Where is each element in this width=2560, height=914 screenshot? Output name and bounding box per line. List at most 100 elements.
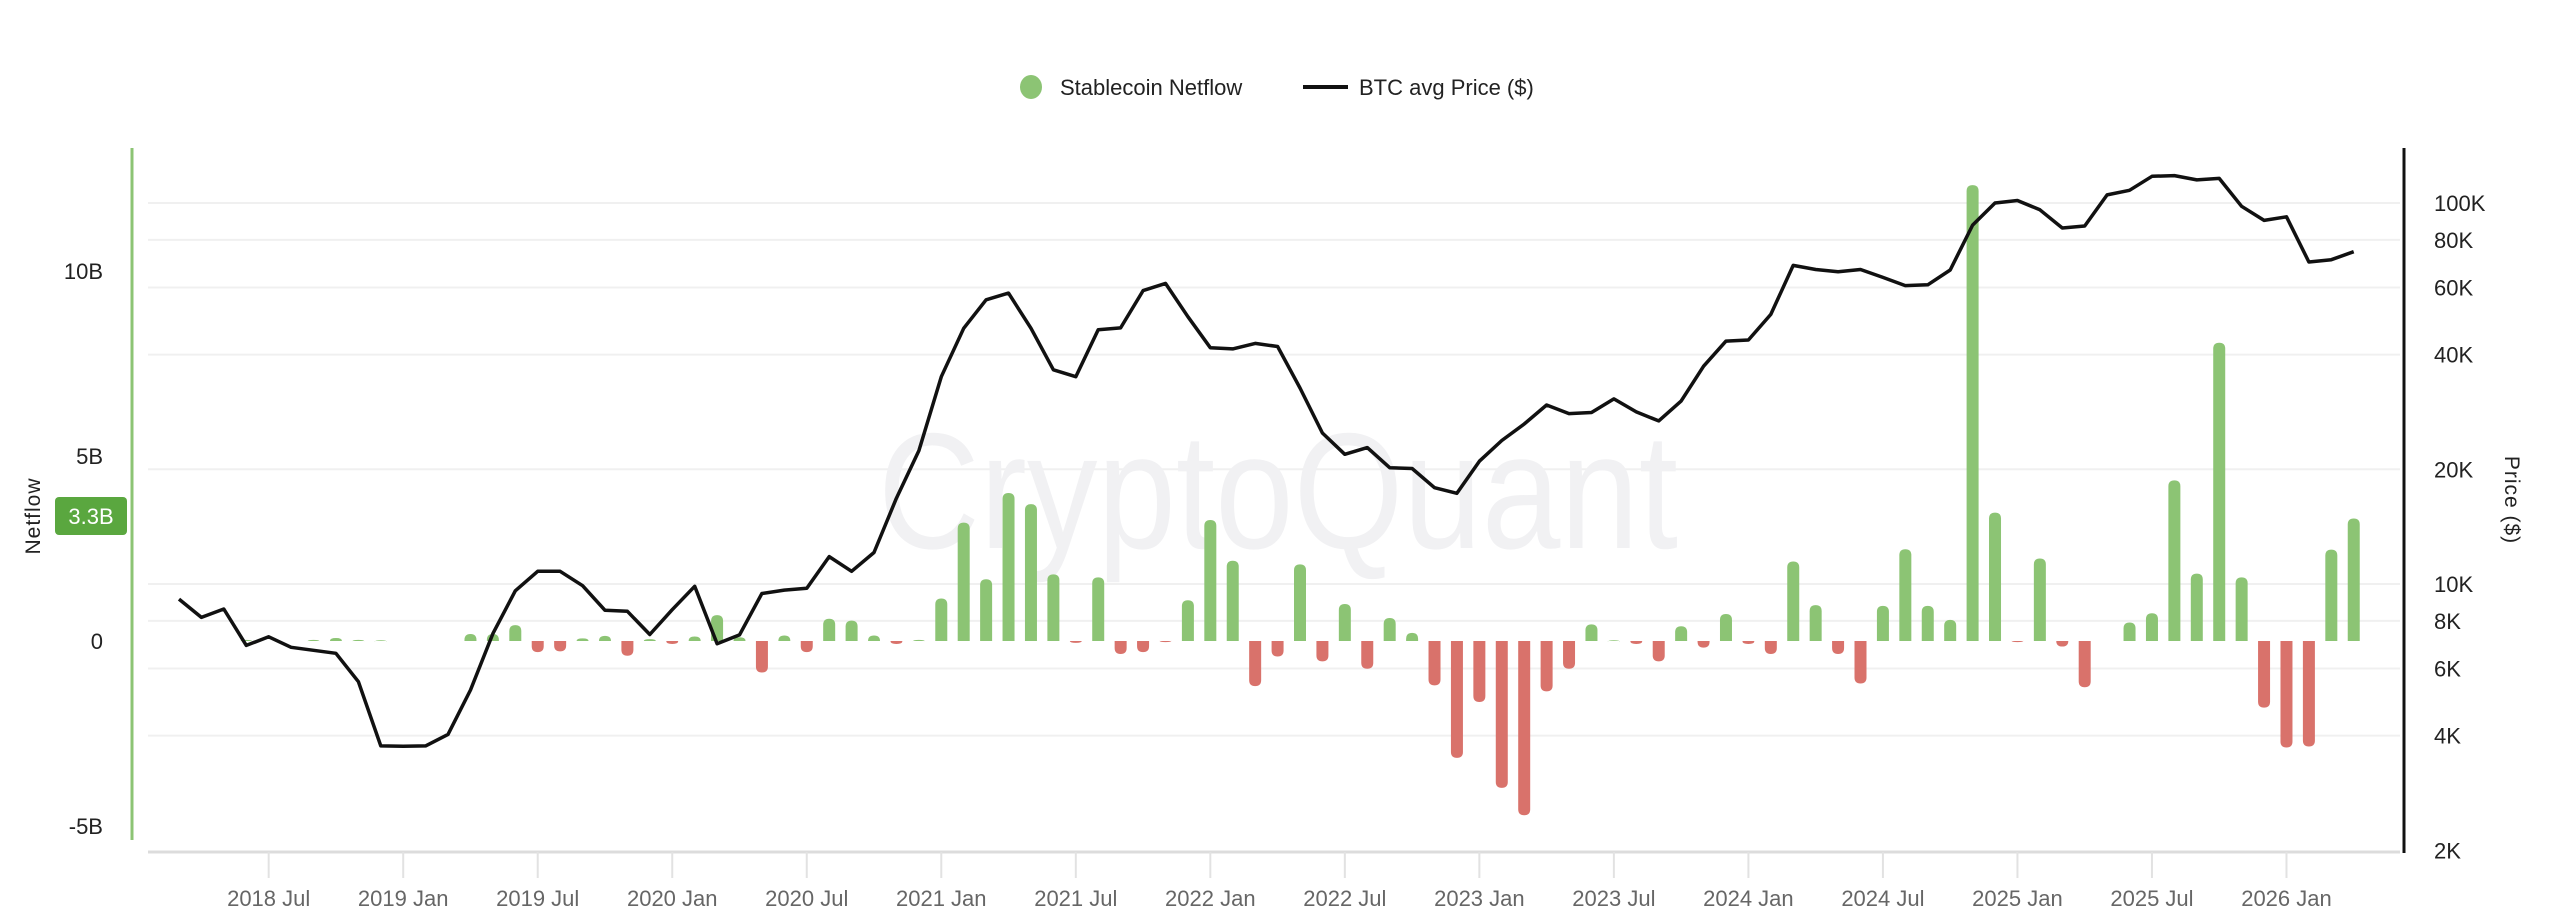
right-tick-label: 60K (2434, 276, 2473, 301)
netflow-bar[interactable] (329, 638, 342, 641)
netflow-bar[interactable] (1854, 641, 1867, 684)
netflow-bar[interactable] (1809, 605, 1822, 641)
netflow-bar[interactable] (307, 639, 320, 642)
netflow-bar[interactable] (1944, 619, 1957, 641)
right-tick-label: 4K (2434, 724, 2461, 749)
netflow-bar[interactable] (2235, 577, 2248, 641)
netflow-bar[interactable] (890, 641, 903, 644)
netflow-bar[interactable] (374, 640, 387, 642)
netflow-bar[interactable] (1630, 641, 1643, 644)
netflow-bar[interactable] (1024, 504, 1037, 641)
netflow-bar[interactable] (1473, 641, 1486, 703)
netflow-bar[interactable] (1719, 613, 1732, 641)
netflow-bar[interactable] (1742, 641, 1755, 644)
netflow-bar[interactable] (1294, 564, 1306, 641)
netflow-bar[interactable] (755, 641, 768, 673)
netflow-bar[interactable] (1361, 641, 1374, 669)
netflow-bar[interactable] (643, 639, 656, 641)
netflow-bar[interactable] (2033, 558, 2046, 641)
netflow-bar[interactable] (554, 641, 567, 652)
netflow-bar[interactable] (1966, 185, 1979, 641)
netflow-bar[interactable] (1518, 641, 1531, 816)
netflow-bar[interactable] (1450, 641, 1463, 758)
netflow-bar[interactable] (1495, 641, 1508, 788)
netflow-bar[interactable] (2078, 641, 2091, 688)
netflow-bar[interactable] (598, 635, 611, 641)
netflow-bar[interactable] (1271, 641, 1284, 657)
netflow-bar[interactable] (1181, 600, 1194, 641)
netflow-bar[interactable] (1832, 641, 1845, 654)
netflow-bar[interactable] (1563, 641, 1576, 669)
netflow-bar[interactable] (2325, 549, 2338, 641)
netflow-bar[interactable] (2123, 622, 2136, 642)
last-value-badge-text: 3.3B (68, 504, 113, 529)
netflow-bar[interactable] (845, 620, 858, 641)
netflow-bar[interactable] (1764, 641, 1777, 654)
x-tick-label: 2022 Jul (1303, 886, 1386, 911)
netflow-bar[interactable] (1383, 618, 1396, 641)
netflow-bar[interactable] (1137, 641, 1150, 653)
netflow-bar[interactable] (1876, 605, 1889, 641)
netflow-bar[interactable] (688, 636, 701, 641)
netflow-bar[interactable] (1989, 512, 2002, 641)
netflow-bar[interactable] (1675, 626, 1688, 641)
netflow-bar[interactable] (980, 579, 993, 641)
netflow-bar[interactable] (733, 637, 746, 641)
netflow-bars (240, 185, 2360, 816)
netflow-bar[interactable] (2056, 641, 2069, 647)
netflow-bar[interactable] (800, 641, 813, 653)
netflow-bar[interactable] (2258, 641, 2271, 708)
netflow-bar[interactable] (2213, 342, 2226, 641)
netflow-bar[interactable] (935, 598, 948, 641)
netflow-bar[interactable] (1002, 493, 1015, 641)
netflow-bar[interactable] (464, 633, 477, 641)
netflow-bar[interactable] (1787, 561, 1800, 641)
right-axis: 2K 4K 6K 8K 10K 20K 40K 60K 80K 100K (2402, 148, 2486, 863)
netflow-bar[interactable] (1697, 641, 1710, 648)
netflow-bar[interactable] (2168, 480, 2181, 641)
netflow-bar[interactable] (2145, 613, 2158, 641)
netflow-bar[interactable] (1204, 520, 1217, 641)
right-tick-label: 8K (2434, 609, 2461, 634)
netflow-bar[interactable] (1652, 641, 1665, 662)
x-tick-label: 2020 Jul (765, 886, 848, 911)
netflow-bar[interactable] (1921, 605, 1934, 641)
x-tick-label: 2023 Jan (1434, 886, 1525, 911)
netflow-bar[interactable] (2190, 573, 2203, 641)
netflow-bar[interactable] (1406, 632, 1419, 641)
netflow-bar[interactable] (823, 618, 836, 641)
netflow-bar[interactable] (666, 641, 679, 644)
netflow-bar[interactable] (1047, 574, 1060, 641)
netflow-bar[interactable] (1114, 641, 1127, 654)
left-tick-label: 5B (76, 444, 103, 469)
netflow-bar[interactable] (509, 625, 522, 641)
netflow-bar[interactable] (1428, 641, 1441, 686)
netflow-bar[interactable] (1540, 641, 1553, 692)
netflow-bar[interactable] (1069, 641, 1082, 643)
netflow-bar[interactable] (576, 638, 589, 641)
netflow-bar[interactable] (1316, 641, 1329, 662)
netflow-bar[interactable] (2347, 518, 2360, 641)
legend-item-price[interactable]: BTC avg Price ($) (1303, 75, 1534, 100)
netflow-bar[interactable] (1159, 640, 1172, 643)
netflow-bar[interactable] (2280, 641, 2293, 748)
netflow-bar[interactable] (957, 522, 970, 641)
netflow-bar[interactable] (352, 639, 365, 642)
netflow-bar[interactable] (1249, 641, 1262, 687)
netflow-bar[interactable] (531, 641, 544, 653)
netflow-bar[interactable] (621, 641, 634, 656)
netflow-bar[interactable] (1338, 604, 1351, 641)
netflow-bar[interactable] (1607, 640, 1620, 642)
x-tick-label: 2022 Jan (1165, 886, 1256, 911)
netflow-bar[interactable] (1226, 560, 1239, 641)
legend-netflow-label: Stablecoin Netflow (1060, 75, 1242, 100)
netflow-bar[interactable] (2302, 641, 2315, 747)
netflow-bar[interactable] (1585, 624, 1598, 641)
netflow-bar[interactable] (1899, 549, 1912, 641)
netflow-bar[interactable] (868, 635, 881, 641)
netflow-bar[interactable] (1092, 577, 1105, 641)
legend-item-netflow[interactable]: Stablecoin Netflow (1020, 75, 1242, 100)
netflow-bar[interactable] (912, 639, 925, 642)
netflow-bar[interactable] (2011, 640, 2024, 643)
netflow-bar[interactable] (778, 635, 791, 641)
